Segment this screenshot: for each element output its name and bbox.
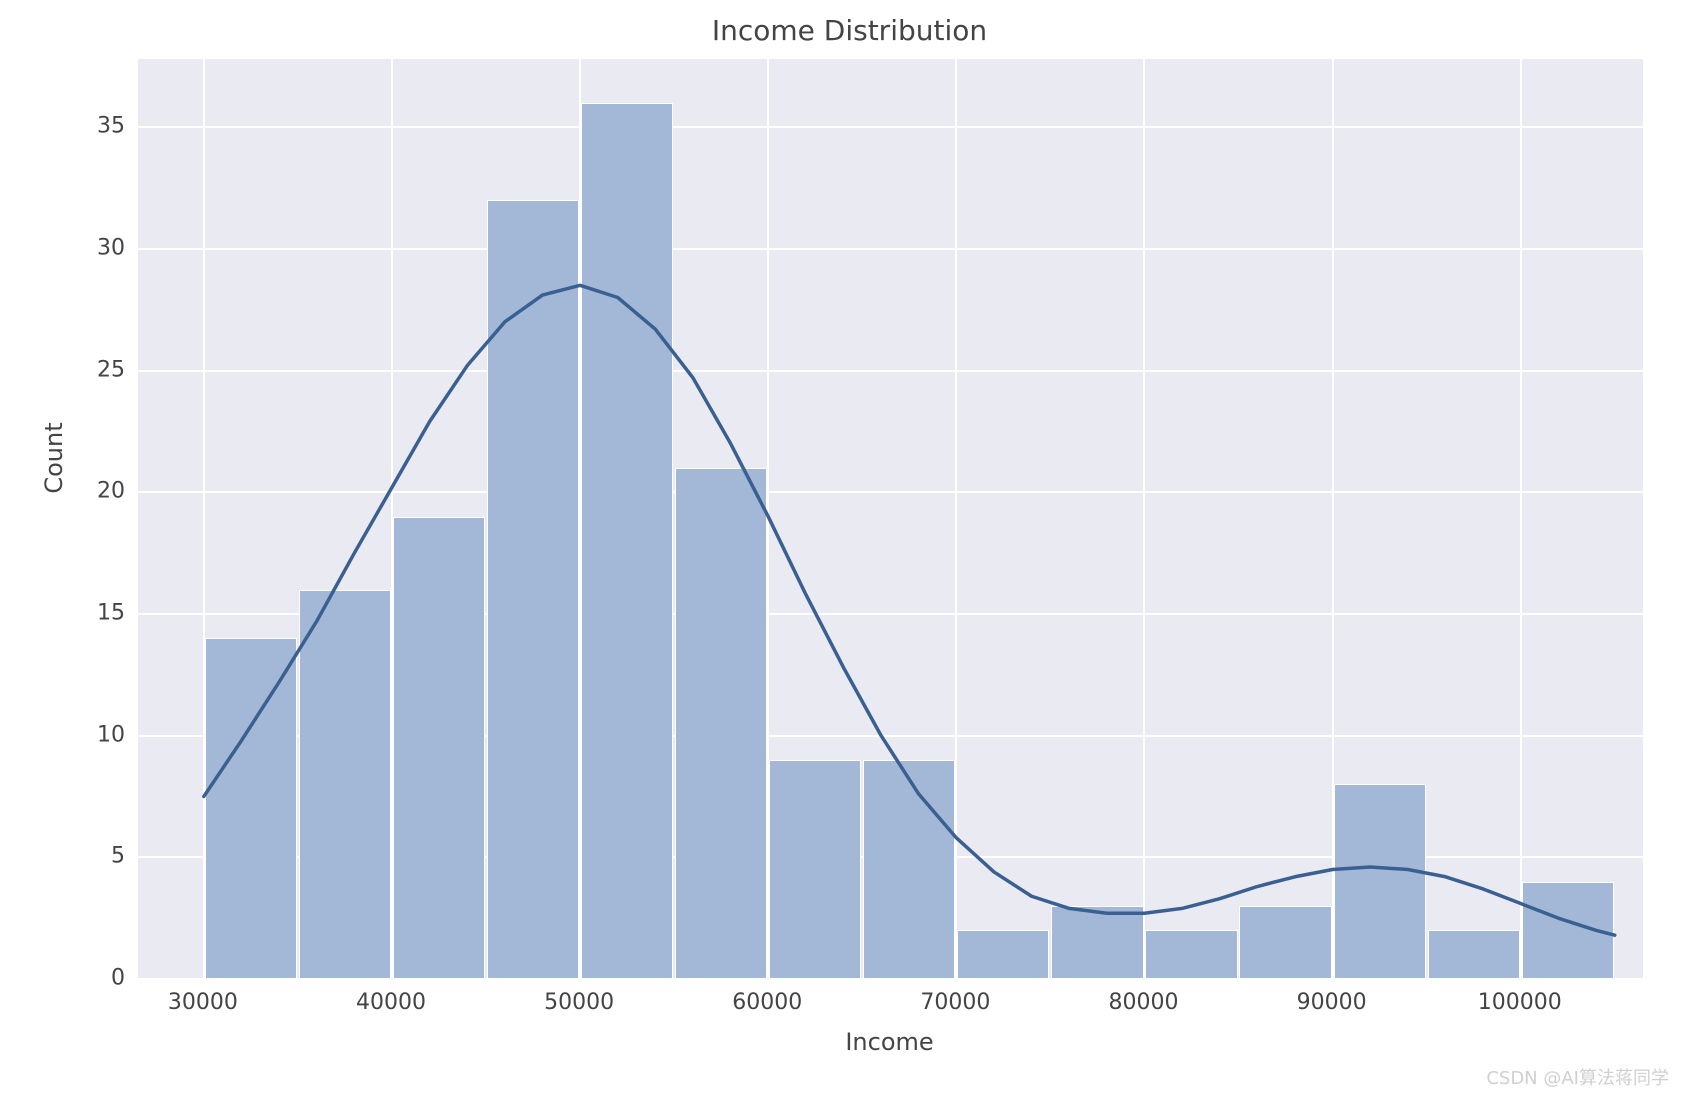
y-tick-label: 0 <box>111 966 125 991</box>
plot-area <box>137 58 1644 980</box>
histogram-bar <box>299 590 391 979</box>
gridline-horizontal <box>138 370 1643 372</box>
gridline-horizontal <box>138 491 1643 493</box>
x-tick-label: 70000 <box>920 990 990 1015</box>
gridline-horizontal <box>138 126 1643 128</box>
x-tick-label: 80000 <box>1108 990 1178 1015</box>
histogram-bar <box>205 638 297 979</box>
y-tick-label: 10 <box>97 722 125 747</box>
y-tick-label: 15 <box>97 600 125 625</box>
histogram-bar <box>1051 906 1143 979</box>
y-tick-label: 25 <box>97 357 125 382</box>
histogram-bar <box>769 760 861 979</box>
gridline-horizontal <box>138 248 1643 250</box>
x-tick-label: 100000 <box>1478 990 1562 1015</box>
x-tick-label: 60000 <box>732 990 802 1015</box>
x-tick-label: 40000 <box>356 990 426 1015</box>
histogram-bar <box>675 468 767 979</box>
watermark-text: CSDN @AI算法蒋同学 <box>1486 1064 1669 1090</box>
histogram-bar <box>863 760 955 979</box>
gridline-vertical <box>1143 59 1145 979</box>
y-tick-label: 20 <box>97 479 125 504</box>
y-tick-label: 30 <box>97 235 125 260</box>
histogram-bar <box>1145 930 1237 979</box>
y-tick-label: 5 <box>111 844 125 869</box>
y-tick-label: 35 <box>97 114 125 139</box>
chart-title: Income Distribution <box>0 14 1699 47</box>
x-tick-label: 90000 <box>1297 990 1367 1015</box>
histogram-bar <box>1428 930 1520 979</box>
chart-stage: Income Distribution 30000 40000 50000 60000… <box>0 0 1699 1106</box>
x-axis-label: Income <box>137 1028 1642 1056</box>
histogram-bar <box>393 517 485 979</box>
y-axis-label: Count <box>40 358 68 558</box>
histogram-bar <box>957 930 1049 979</box>
histogram-bar <box>581 103 673 979</box>
x-tick-label: 30000 <box>168 990 238 1015</box>
histogram-bar <box>1334 784 1426 979</box>
histogram-bar <box>1239 906 1331 979</box>
histogram-bar <box>1522 882 1614 979</box>
gridline-vertical <box>955 59 957 979</box>
x-tick-label: 50000 <box>544 990 614 1015</box>
histogram-bar <box>487 200 579 979</box>
gridline-vertical <box>1520 59 1522 979</box>
